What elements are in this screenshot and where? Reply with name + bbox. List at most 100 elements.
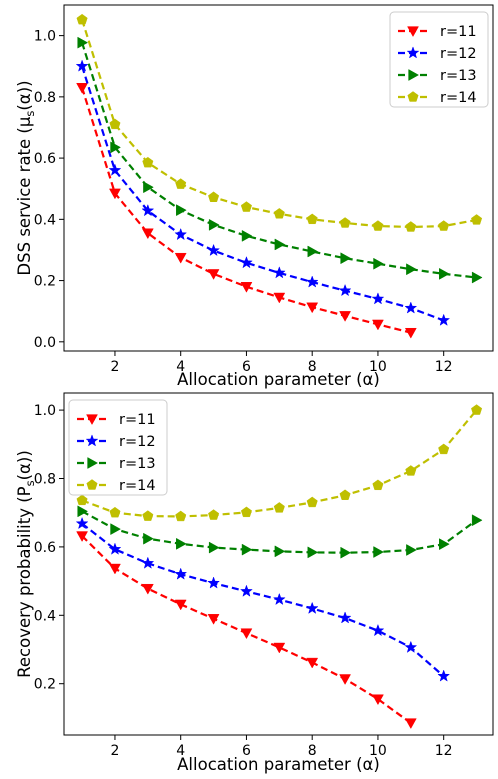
data-point-r=14 bbox=[142, 156, 154, 168]
data-point-r=13 bbox=[406, 544, 417, 556]
data-point-r=13 bbox=[208, 541, 220, 554]
data-point-r=12 bbox=[371, 623, 385, 637]
data-point-r=11 bbox=[141, 583, 154, 595]
data-point-r=12 bbox=[108, 542, 122, 555]
data-point-r=14 bbox=[372, 479, 384, 491]
data-point-r=14 bbox=[438, 443, 450, 455]
data-point-r=12 bbox=[174, 227, 188, 241]
x-tick-label: 12 bbox=[435, 743, 453, 759]
data-point-r=12 bbox=[437, 313, 451, 326]
y-tick-label: 1.0 bbox=[34, 29, 56, 45]
plot-frame bbox=[63, 4, 494, 352]
y-tick-label: 0.6 bbox=[34, 151, 56, 167]
legend-label-r=12: r=12 bbox=[119, 434, 156, 450]
y-axis-label-tail: (α)) bbox=[15, 80, 34, 110]
data-point-r=12 bbox=[437, 669, 451, 682]
data-point-r=11 bbox=[372, 319, 384, 331]
data-point-r=14 bbox=[76, 13, 88, 25]
data-point-r=11 bbox=[273, 642, 286, 654]
data-point-r=13 bbox=[176, 204, 187, 217]
legend-marker-r=11 bbox=[407, 26, 419, 38]
data-point-r=14 bbox=[405, 465, 417, 476]
y-tick-label: 0.0 bbox=[34, 335, 56, 351]
data-point-r=13 bbox=[274, 545, 286, 558]
data-point-r=14 bbox=[142, 510, 154, 521]
y-axis-label-main: DSS service rate (μ bbox=[15, 116, 34, 275]
x-tick-label: 2 bbox=[110, 359, 119, 375]
data-point-r=11 bbox=[306, 657, 319, 669]
data-point-r=13 bbox=[439, 267, 450, 280]
x-tick-label: 8 bbox=[308, 359, 317, 375]
data-point-r=12 bbox=[207, 576, 221, 589]
x-tick-label: 10 bbox=[369, 743, 387, 759]
data-point-r=12 bbox=[404, 640, 418, 653]
data-point-r=13 bbox=[373, 257, 384, 270]
data-point-r=11 bbox=[207, 269, 220, 280]
axes-group: 2 4 6 8 10 12 0.0 0.2 0.4 0.6 0.8 1.0 bbox=[34, 29, 453, 375]
data-point-r=14 bbox=[438, 220, 450, 231]
x-tick-label: 6 bbox=[242, 359, 251, 375]
data-point-r=12 bbox=[404, 301, 418, 314]
data-point-r=13 bbox=[110, 141, 121, 154]
legend-marker-r=14 bbox=[86, 479, 98, 490]
data-point-r=12 bbox=[174, 567, 188, 580]
data-point-r=13 bbox=[143, 181, 154, 194]
y-axis-label: DSS service rate (μs(α)) bbox=[15, 80, 37, 275]
data-point-r=14 bbox=[175, 510, 187, 522]
series-group bbox=[75, 13, 483, 339]
data-point-r=12 bbox=[272, 266, 286, 279]
data-point-r=14 bbox=[76, 494, 88, 506]
y-axis-label: Recovery probability (Ps(α)) bbox=[15, 450, 37, 678]
x-tick-label: 4 bbox=[176, 359, 185, 375]
data-point-r=11 bbox=[306, 302, 319, 314]
legend-label-r=12: r=12 bbox=[440, 46, 477, 62]
legend-marker-r=13 bbox=[408, 69, 420, 81]
legend-box bbox=[389, 11, 489, 108]
data-point-r=11 bbox=[404, 718, 417, 730]
data-point-r=12 bbox=[305, 275, 319, 288]
legend-label-r=11: r=11 bbox=[119, 412, 156, 428]
axes-group: 2 4 6 8 10 12 0.2 0.4 0.6 0.8 1.0 bbox=[34, 403, 453, 759]
legend-label-r=11: r=11 bbox=[440, 24, 477, 40]
series-line-r=12 bbox=[81, 522, 445, 678]
data-point-r=13 bbox=[340, 546, 352, 559]
data-point-r=14 bbox=[109, 118, 121, 130]
data-point-r=12 bbox=[75, 516, 89, 530]
data-point-r=12 bbox=[239, 584, 253, 597]
chart-recovery-probability: 2 4 6 8 10 12 0.2 0.4 0.6 0.8 1.0 Allocation param… bbox=[15, 392, 494, 774]
data-point-r=13 bbox=[274, 238, 286, 251]
data-point-r=13 bbox=[77, 36, 89, 49]
data-point-r=12 bbox=[371, 292, 385, 305]
data-point-r=14 bbox=[339, 489, 351, 500]
legend-entries: r=11 r=12 r=13 r=14 bbox=[77, 412, 156, 494]
legend-label-r=14: r=14 bbox=[119, 478, 156, 494]
x-tick-label: 8 bbox=[308, 743, 317, 759]
y-axis-label-main: Recovery probability (P bbox=[15, 486, 34, 677]
data-point-r=13 bbox=[340, 252, 352, 265]
y-tick-label: 0.8 bbox=[34, 472, 56, 488]
data-point-r=13 bbox=[307, 245, 319, 258]
data-point-r=14 bbox=[240, 506, 252, 518]
data-point-r=11 bbox=[339, 311, 351, 322]
data-point-r=13 bbox=[110, 523, 121, 536]
x-axis-label: Allocation parameter (α) bbox=[177, 370, 380, 389]
series-line-r=12 bbox=[81, 65, 445, 322]
data-point-r=11 bbox=[141, 228, 154, 240]
legend: r=11 r=12 r=13 r=14 bbox=[68, 399, 168, 496]
data-point-r=11 bbox=[207, 614, 220, 625]
data-point-r=14 bbox=[208, 191, 220, 202]
data-point-r=11 bbox=[174, 599, 187, 611]
plot-frame bbox=[63, 392, 494, 736]
data-point-r=12 bbox=[108, 163, 122, 176]
data-point-r=13 bbox=[406, 263, 417, 276]
chart-service-rate: 2 4 6 8 10 12 0.0 0.2 0.4 0.6 0.8 1.0 Allocation pa… bbox=[15, 4, 494, 389]
legend-label-r=13: r=13 bbox=[119, 456, 156, 472]
series-line-r=13 bbox=[81, 510, 478, 554]
data-point-r=13 bbox=[307, 546, 319, 559]
data-point-r=12 bbox=[305, 601, 319, 614]
data-point-r=14 bbox=[372, 220, 384, 231]
data-point-r=11 bbox=[76, 531, 89, 542]
legend-entries: r=11 r=12 r=13 r=14 bbox=[398, 24, 477, 106]
data-point-r=11 bbox=[273, 292, 286, 304]
data-point-r=13 bbox=[373, 546, 384, 558]
